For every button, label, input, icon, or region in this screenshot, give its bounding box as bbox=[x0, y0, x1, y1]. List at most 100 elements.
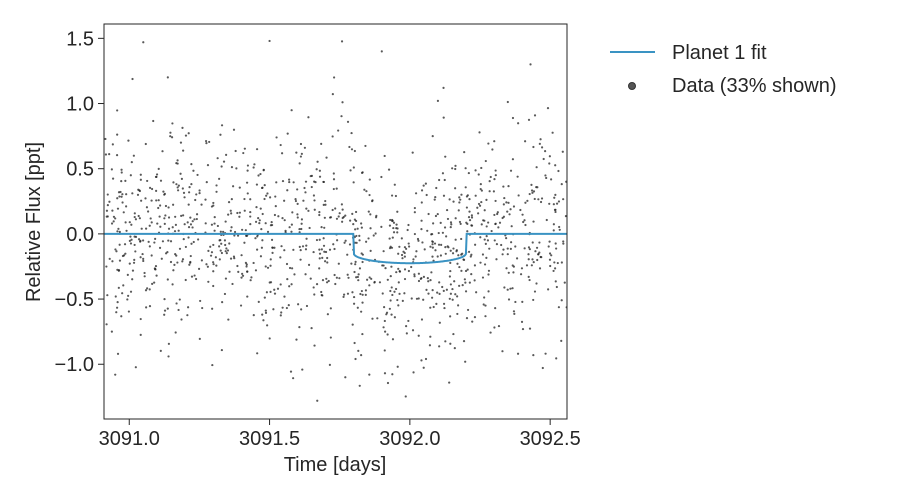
data-point bbox=[403, 246, 407, 249]
data-point bbox=[431, 243, 434, 246]
data-point bbox=[131, 278, 134, 281]
data-point bbox=[541, 366, 544, 370]
data-point bbox=[171, 283, 174, 286]
data-point bbox=[455, 250, 458, 253]
data-point bbox=[453, 347, 456, 350]
data-point bbox=[374, 216, 378, 219]
data-point bbox=[228, 270, 231, 273]
data-point bbox=[193, 218, 196, 221]
data-point bbox=[288, 285, 291, 288]
data-point bbox=[483, 238, 486, 241]
data-point bbox=[122, 284, 125, 287]
data-point bbox=[407, 269, 410, 273]
data-point bbox=[458, 265, 461, 269]
data-point bbox=[246, 270, 249, 273]
data-point bbox=[324, 199, 327, 203]
data-point bbox=[142, 257, 145, 260]
data-point bbox=[212, 270, 215, 273]
data-point bbox=[389, 275, 392, 278]
data-point bbox=[166, 278, 169, 281]
data-point bbox=[129, 174, 132, 177]
data-point bbox=[372, 234, 375, 237]
data-point bbox=[405, 247, 408, 250]
data-point bbox=[121, 201, 124, 204]
data-point bbox=[124, 221, 127, 224]
data-point bbox=[326, 313, 329, 316]
data-point bbox=[497, 324, 501, 328]
data-point bbox=[227, 318, 230, 321]
data-point bbox=[239, 304, 243, 307]
data-point bbox=[466, 268, 469, 271]
data-point bbox=[186, 221, 189, 224]
data-point bbox=[281, 306, 284, 309]
data-point bbox=[361, 260, 364, 264]
data-point bbox=[147, 240, 150, 243]
data-point bbox=[220, 348, 223, 352]
data-point bbox=[273, 246, 276, 249]
data-point bbox=[221, 300, 224, 304]
data-point bbox=[262, 319, 265, 322]
data-point bbox=[148, 288, 151, 291]
data-point bbox=[321, 256, 324, 259]
data-point bbox=[215, 264, 218, 267]
data-point bbox=[242, 151, 245, 155]
data-point bbox=[127, 294, 130, 297]
data-point bbox=[390, 313, 393, 316]
data-point bbox=[548, 258, 552, 261]
data-point bbox=[358, 234, 361, 238]
data-point bbox=[422, 366, 425, 369]
data-point bbox=[114, 373, 117, 376]
data-point bbox=[134, 366, 137, 369]
data-point bbox=[398, 270, 402, 273]
data-point bbox=[437, 231, 440, 235]
data-point bbox=[190, 242, 193, 245]
data-point bbox=[169, 135, 172, 138]
data-point bbox=[357, 273, 360, 276]
data-point bbox=[176, 159, 179, 162]
data-point bbox=[401, 299, 404, 302]
data-point bbox=[322, 244, 326, 247]
data-point bbox=[286, 277, 289, 281]
data-point bbox=[352, 222, 355, 226]
data-point bbox=[346, 253, 349, 256]
data-point bbox=[479, 187, 482, 191]
data-point bbox=[413, 211, 416, 214]
data-point bbox=[352, 166, 355, 169]
data-point bbox=[204, 198, 207, 201]
data-point bbox=[564, 214, 567, 218]
data-point bbox=[233, 257, 236, 260]
data-point bbox=[396, 298, 399, 302]
data-point bbox=[256, 248, 259, 251]
data-point bbox=[332, 243, 335, 246]
data-point bbox=[404, 395, 407, 398]
data-point bbox=[490, 229, 493, 233]
data-point bbox=[318, 257, 321, 260]
data-point bbox=[315, 168, 318, 171]
data-point bbox=[305, 304, 309, 308]
data-point bbox=[360, 310, 363, 313]
data-point bbox=[373, 280, 376, 284]
data-point bbox=[417, 272, 420, 275]
data-point bbox=[220, 242, 223, 245]
data-point bbox=[177, 184, 180, 187]
data-point bbox=[301, 245, 305, 248]
data-point bbox=[507, 185, 510, 188]
data-point bbox=[474, 243, 477, 246]
data-point bbox=[500, 243, 503, 247]
data-point bbox=[256, 352, 259, 355]
data-point bbox=[356, 275, 359, 279]
data-point bbox=[318, 211, 321, 214]
data-point bbox=[215, 184, 218, 187]
data-point bbox=[139, 178, 142, 181]
data-point bbox=[473, 279, 476, 282]
data-point bbox=[133, 215, 136, 219]
data-point bbox=[452, 200, 455, 203]
data-point bbox=[545, 218, 548, 222]
data-point bbox=[145, 227, 148, 230]
data-point bbox=[337, 129, 340, 132]
data-point bbox=[131, 269, 135, 272]
data-point bbox=[480, 200, 483, 204]
data-point bbox=[315, 238, 319, 242]
data-point bbox=[538, 267, 542, 270]
data-point bbox=[145, 206, 149, 209]
